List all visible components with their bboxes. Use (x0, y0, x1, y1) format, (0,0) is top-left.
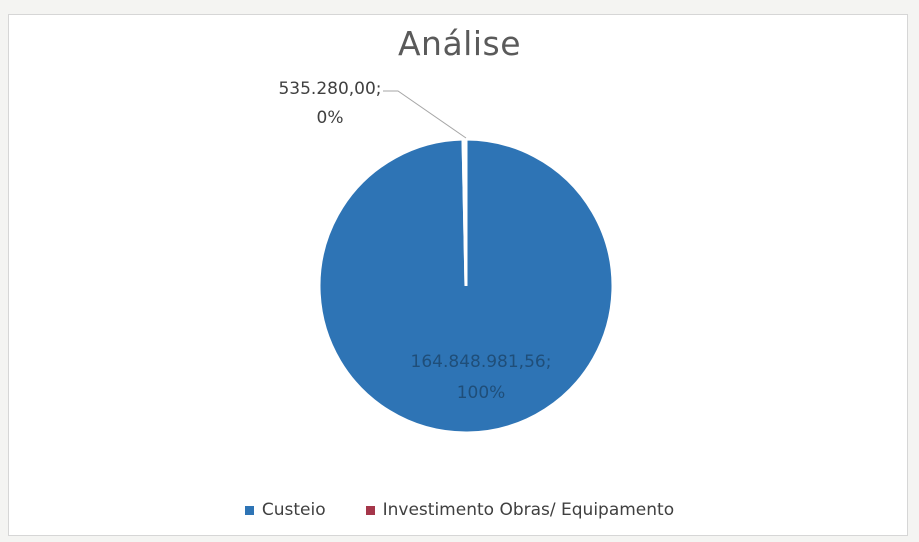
legend-label-custeio: Custeio (261, 500, 326, 520)
data-label-value-custeio: 164.848.981,56; (411, 352, 552, 372)
pie-slice-investimento (461, 137, 468, 287)
data-label-value-investimento: 535.280,00; (278, 79, 381, 99)
leader-line-investimento (383, 90, 467, 139)
data-label-pct-investimento: 0% (317, 108, 344, 128)
chart-title: Análise (397, 24, 522, 63)
data-label-pct-custeio: 100% (457, 383, 506, 403)
legend-label-investimento: Investimento Obras/ Equipamento (382, 500, 675, 520)
legend-item-custeio: Custeio (244, 500, 326, 520)
legend-swatch-custeio (244, 505, 254, 515)
legend-item-investimento: Investimento Obras/ Equipamento (365, 500, 675, 520)
chart-legend: Custeio Investimento Obras/ Equipamento (0, 500, 919, 520)
legend-swatch-investimento (365, 505, 375, 515)
